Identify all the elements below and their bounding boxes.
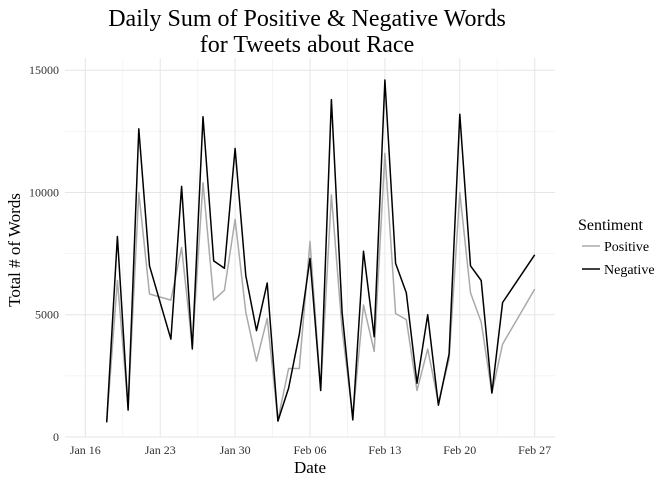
x-axis-ticks: Jan 16 Jan 23 Jan 30 Feb 06 Feb 13 Feb 20 Feb … — [70, 443, 551, 457]
y-tick-label: 0 — [53, 430, 59, 444]
x-tick-label: Feb 27 — [518, 443, 551, 457]
y-tick-label: 5000 — [35, 308, 59, 322]
chart-title-line-1: Daily Sum of Positive & Negative Words — [108, 6, 506, 32]
x-tick-label: Feb 06 — [294, 443, 327, 457]
series-line-negative — [105, 79, 536, 423]
x-tick-label: Feb 20 — [443, 443, 476, 457]
y-axis-title: Total # of Words — [5, 193, 24, 307]
legend-label-negative: Negative — [604, 263, 655, 278]
legend-label-positive: Positive — [604, 240, 649, 255]
y-axis-ticks: 0 5000 10000 15000 — [29, 63, 59, 444]
chart-title: Daily Sum of Positive & Negative Words f… — [108, 6, 506, 58]
data-series — [105, 79, 536, 423]
y-tick-label: 10000 — [29, 185, 59, 199]
x-axis-title: Date — [294, 458, 326, 477]
legend-title: Sentiment — [578, 217, 643, 234]
y-tick-label: 15000 — [29, 63, 59, 77]
x-tick-label: Feb 13 — [368, 443, 401, 457]
chart-title-line-2: for Tweets about Race — [200, 32, 414, 58]
x-tick-label: Jan 30 — [220, 443, 251, 457]
x-tick-label: Jan 16 — [70, 443, 101, 457]
x-tick-label: Jan 23 — [145, 443, 176, 457]
legend: Sentiment Positive Negative — [578, 217, 655, 278]
